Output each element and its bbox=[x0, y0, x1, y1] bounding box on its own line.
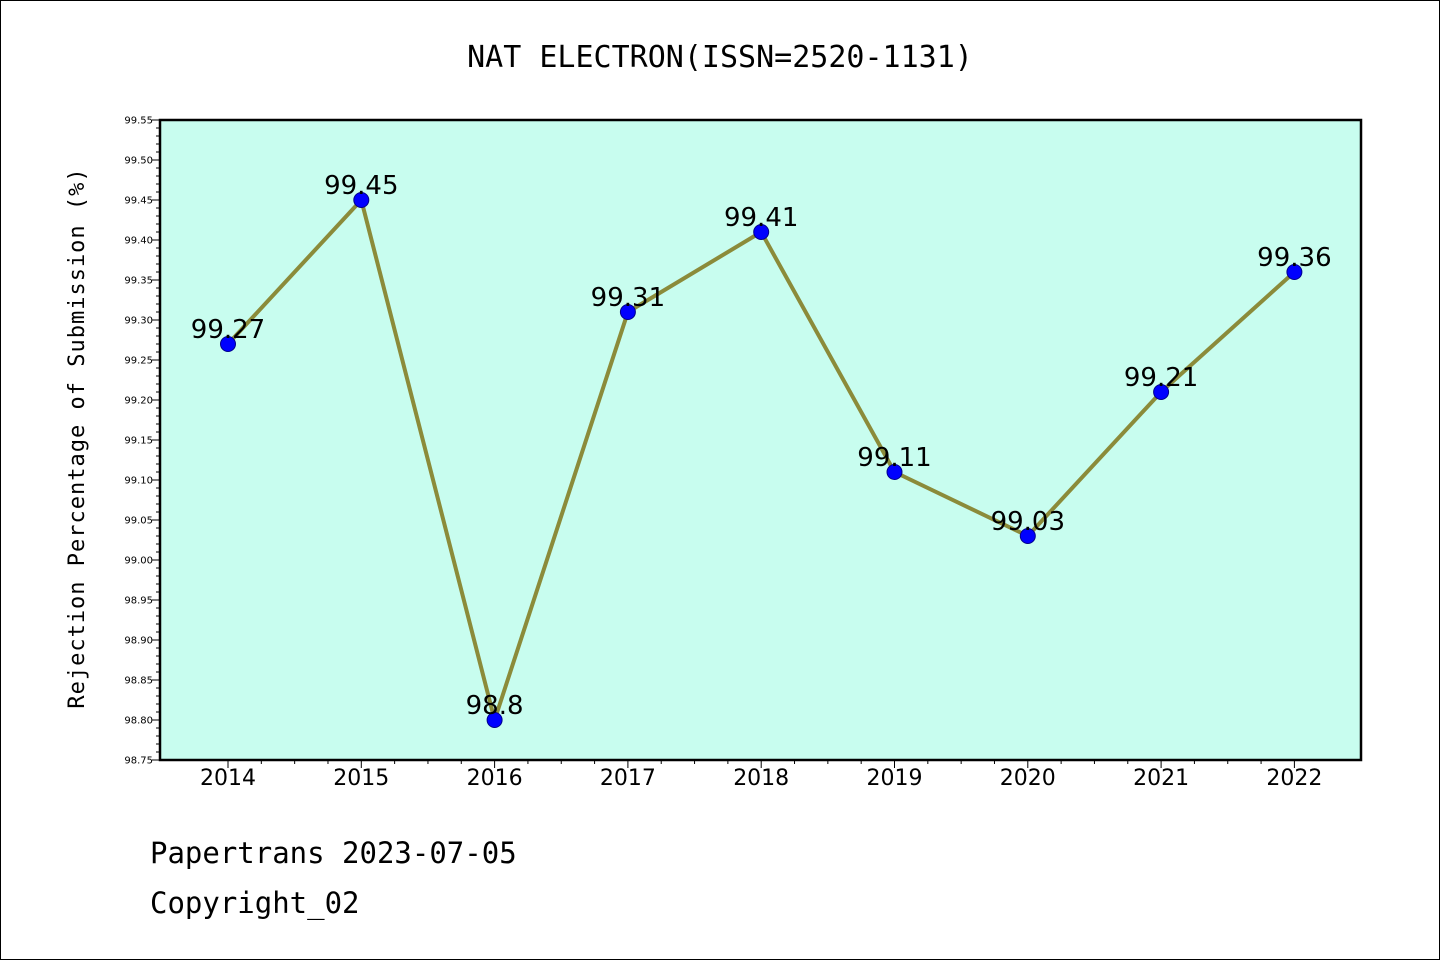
data-point bbox=[1286, 264, 1303, 280]
y-tick-label: 99.25 bbox=[124, 356, 153, 367]
x-tick-label: 2018 bbox=[733, 766, 789, 791]
y-tick-label: 99.20 bbox=[124, 396, 153, 407]
data-value-label: 99.11 bbox=[857, 443, 931, 473]
x-tick-label: 2019 bbox=[867, 766, 923, 791]
x-tick-label: 2016 bbox=[467, 766, 523, 791]
data-value-label: 99.45 bbox=[324, 171, 398, 201]
data-point bbox=[1019, 528, 1036, 544]
footer-date-line: Papertrans 2023-07-05 bbox=[150, 836, 517, 870]
y-tick-label: 98.80 bbox=[124, 716, 153, 727]
x-tick-label: 2020 bbox=[1000, 766, 1056, 791]
y-tick-label: 98.75 bbox=[124, 756, 153, 767]
data-value-label: 98.8 bbox=[466, 691, 524, 721]
data-value-label: 99.21 bbox=[1124, 363, 1198, 393]
y-tick-label: 99.00 bbox=[124, 556, 153, 567]
y-tick-label: 98.95 bbox=[124, 596, 153, 607]
data-labels: 99.27 99.45 98.8 99.31 99.41 99.11 99.03 99.21 9… bbox=[191, 171, 1332, 721]
y-tick-label: 99.40 bbox=[124, 236, 153, 247]
series-markers bbox=[220, 192, 1303, 728]
y-tick-label: 99.15 bbox=[124, 436, 153, 447]
x-tick-label: 2021 bbox=[1133, 766, 1189, 791]
data-value-label: 99.27 bbox=[191, 315, 265, 345]
footer-copyright-line: Copyright_02 bbox=[150, 886, 360, 920]
y-tick-label: 98.85 bbox=[124, 676, 153, 687]
data-point bbox=[753, 224, 770, 240]
y-axis-label: Rejection Percentage of Submission (%) bbox=[65, 167, 90, 708]
data-value-label: 99.03 bbox=[991, 507, 1065, 537]
x-tick-label: 2022 bbox=[1266, 766, 1322, 791]
data-point bbox=[353, 192, 370, 208]
y-tick-label: 99.30 bbox=[124, 316, 153, 327]
data-point bbox=[1153, 384, 1170, 400]
y-tick-label: 99.45 bbox=[124, 196, 153, 207]
data-point bbox=[619, 304, 636, 320]
plot-border bbox=[158, 118, 1363, 762]
x-tick-label: 2017 bbox=[600, 766, 656, 791]
y-tick-label: 99.50 bbox=[124, 156, 153, 167]
data-point bbox=[486, 712, 503, 728]
y-tick-label: 99.55 bbox=[124, 116, 153, 127]
data-value-label: 99.36 bbox=[1257, 243, 1331, 273]
chart-title: NAT ELECTRON(ISSN=2520-1131) bbox=[467, 40, 973, 75]
y-tick-label: 99.05 bbox=[124, 516, 153, 527]
y-tick-label: 99.35 bbox=[124, 276, 153, 287]
y-axis-ticks: 98.75 98.80 98.85 98.90 98.95 99.00 99.05 99.10… bbox=[124, 116, 160, 767]
data-value-label: 99.41 bbox=[724, 203, 798, 233]
y-tick-label: 98.90 bbox=[124, 636, 153, 647]
x-tick-label: 2015 bbox=[333, 766, 389, 791]
x-tick-label: 2014 bbox=[200, 766, 256, 791]
data-point bbox=[220, 336, 236, 352]
data-value-label: 99.31 bbox=[591, 283, 665, 313]
data-point bbox=[886, 464, 903, 480]
y-tick-label: 99.10 bbox=[124, 476, 153, 487]
x-axis-ticks: 2014 2015 2016 2017 2018 2019 2020 2021 2022 bbox=[200, 760, 1322, 791]
